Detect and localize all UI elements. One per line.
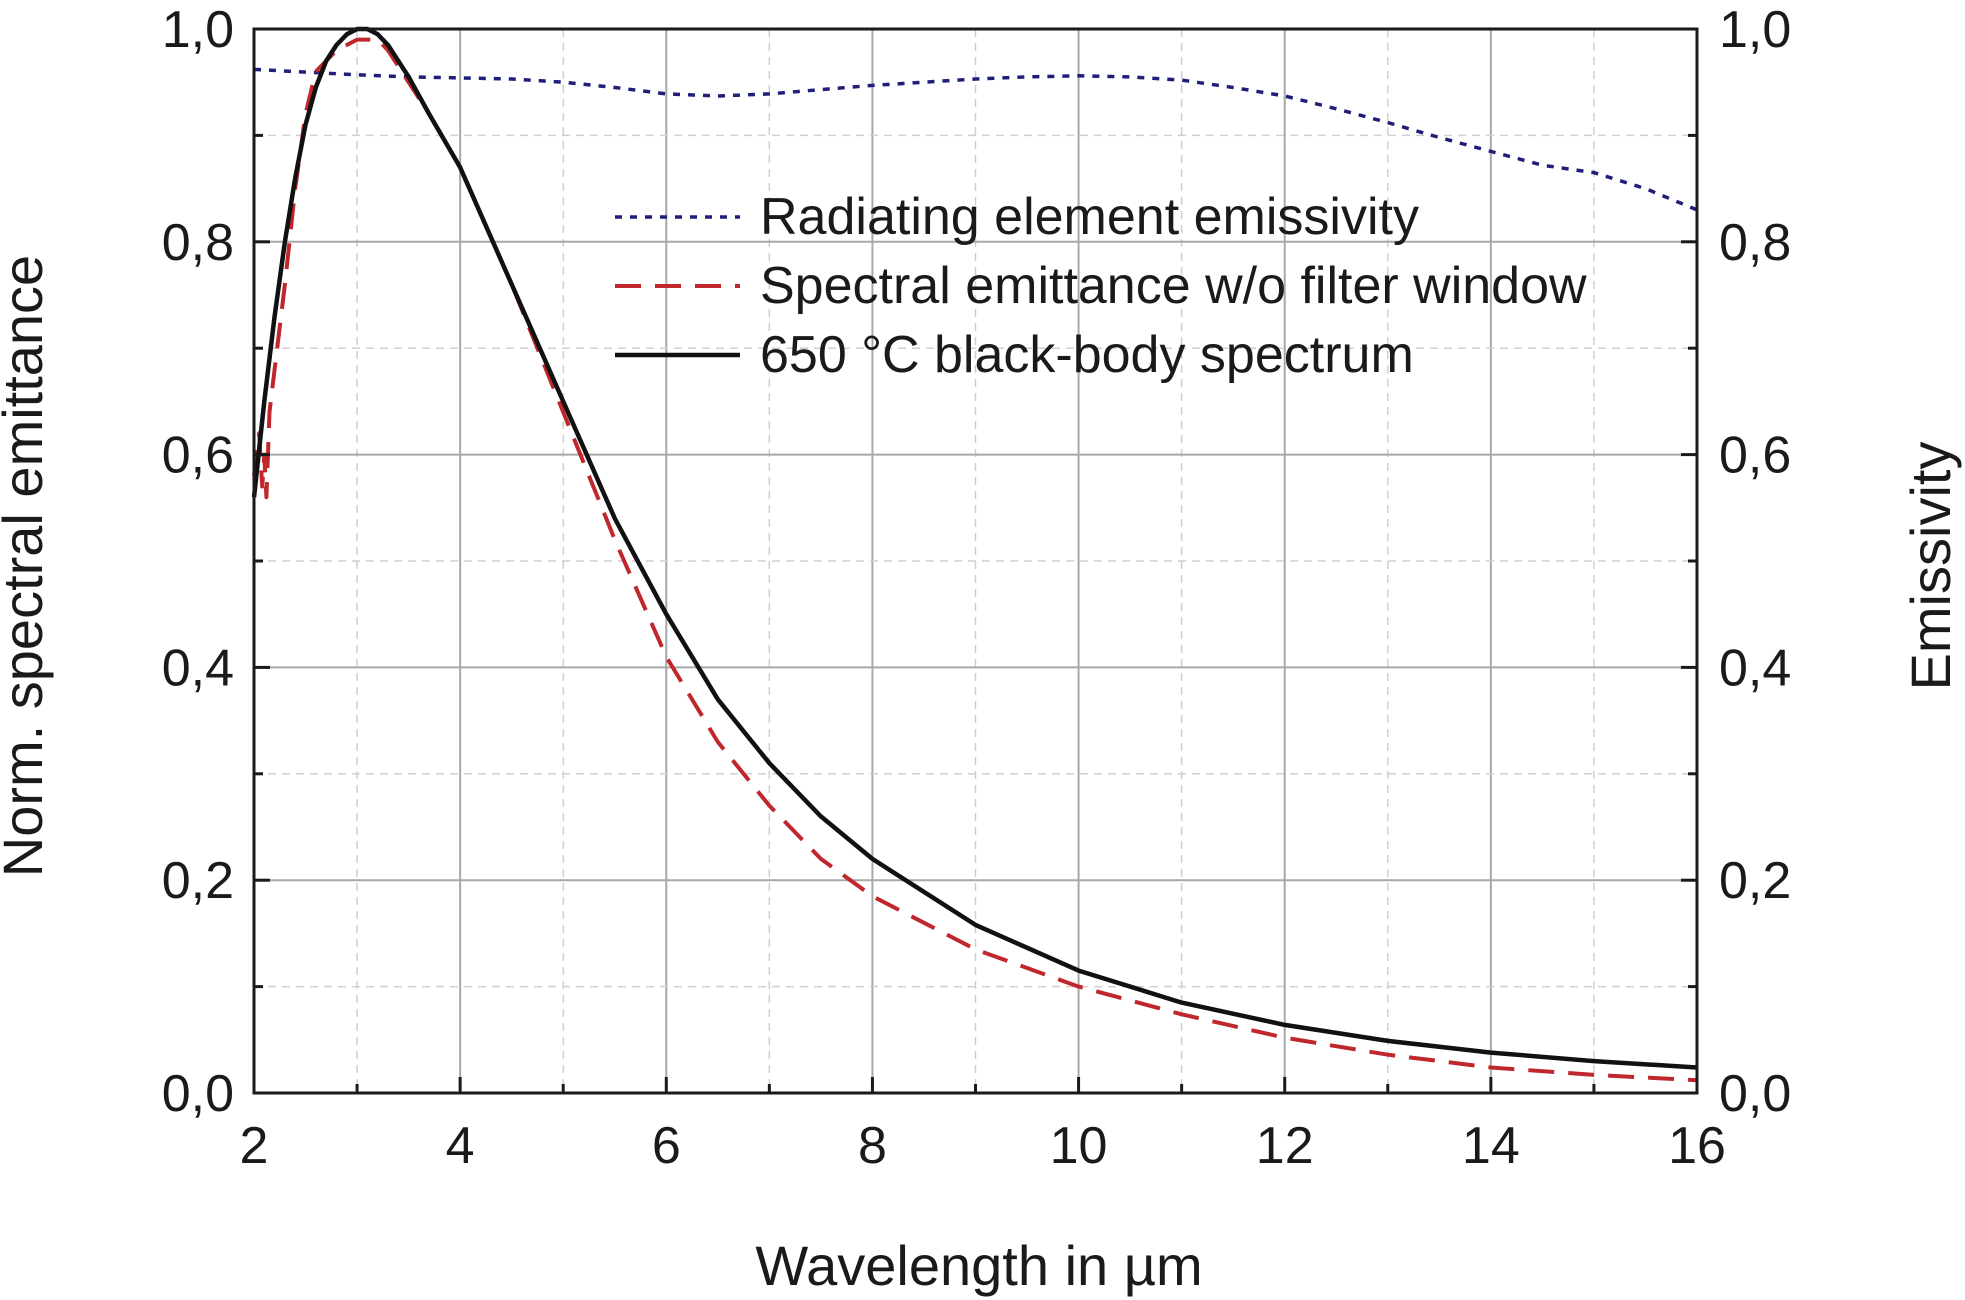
x-tick-label: 16 bbox=[1668, 1117, 1726, 1175]
ticks bbox=[252, 27, 1699, 1095]
x-axis-title: Wavelength in µm bbox=[755, 1234, 1202, 1297]
y-tick-label-right: 1,0 bbox=[1719, 1, 1791, 59]
y-tick-label-right: 0,0 bbox=[1719, 1065, 1791, 1123]
y-axis-title-right: Emissivity bbox=[1899, 442, 1962, 691]
y-tick-label-left: 0,0 bbox=[162, 1065, 234, 1123]
x-tick-label: 6 bbox=[652, 1117, 681, 1175]
y-tick-label-left: 0,8 bbox=[162, 214, 234, 272]
y-tick-label-left: 0,6 bbox=[162, 427, 234, 485]
x-tick-label: 8 bbox=[858, 1117, 887, 1175]
y-tick-label-right: 0,6 bbox=[1719, 427, 1791, 485]
y-tick-label-left: 1,0 bbox=[162, 1, 234, 59]
series-line-blackbody bbox=[251, 26, 1698, 1070]
x-tick-label: 14 bbox=[1462, 1117, 1520, 1175]
y-tick-label-right: 0,8 bbox=[1719, 214, 1791, 272]
legend-label-emittance: Spectral emittance w/o filter window bbox=[760, 257, 1587, 315]
legend-label-blackbody: 650 °C black-body spectrum bbox=[760, 326, 1414, 384]
series-line-emissivity bbox=[253, 67, 1698, 212]
legend: Radiating element emissivity Spectral em… bbox=[615, 188, 1587, 384]
y-tick-label-right: 0,4 bbox=[1719, 639, 1791, 697]
x-tick-label: 12 bbox=[1256, 1117, 1314, 1175]
tick-labels: 2 4 6 8 10 12 14 160,0 0,00,2 0,20,4 0,40,6 0,60,8 0… bbox=[162, 1, 1792, 1175]
y-tick-label-left: 0,2 bbox=[162, 852, 234, 910]
x-tick-label: 4 bbox=[446, 1117, 475, 1175]
y-tick-label-left: 0,4 bbox=[162, 639, 234, 697]
x-tick-label: 10 bbox=[1050, 1117, 1108, 1175]
x-tick-label: 2 bbox=[240, 1117, 269, 1175]
y-axis-title-left: Norm. spectral emittance bbox=[0, 255, 54, 877]
series-layer bbox=[251, 26, 1698, 1083]
legend-label-emissivity: Radiating element emissivity bbox=[760, 188, 1419, 246]
y-tick-label-right: 0,2 bbox=[1719, 852, 1791, 910]
